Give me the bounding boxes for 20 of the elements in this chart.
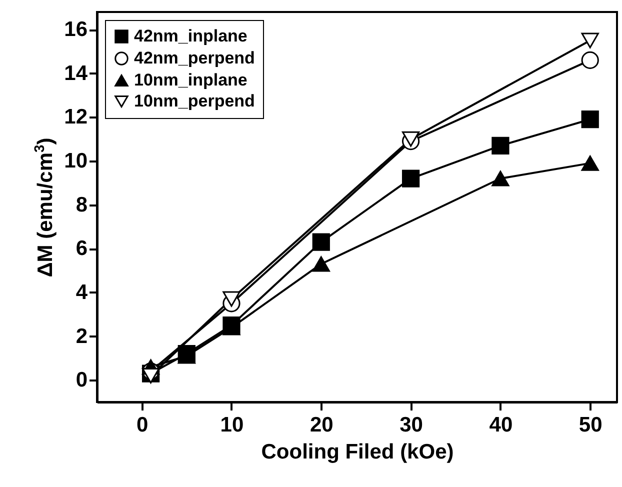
legend-label: 10nm_perpend [134,92,255,110]
legend-label: 10nm_inplane [134,70,248,90]
y-tick-label: 2 [76,324,88,348]
y-tick-label: 4 [76,280,88,304]
y-tick-label: 16 [64,18,88,42]
y-tick-label: 12 [64,106,88,129]
y-tick-label: 10 [64,149,88,172]
legend-label: 42nm_perpend [134,48,255,68]
x-tick-label: 0 [136,414,148,436]
y-tick-label: 6 [76,237,88,260]
legend-label: 42nm_inplane [134,26,248,46]
x-tick-label: 40 [489,414,513,436]
x-tick-label: 20 [310,414,334,436]
x-tick-label: 50 [578,414,602,436]
x-tick-label: 10 [220,414,244,436]
y-tick-label: 8 [76,193,88,216]
x-tick-label: 30 [400,414,423,436]
x-axis-title: Cooling Filed (kOe) [261,440,454,464]
y-tick-label: 14 [64,62,88,85]
y-tick-label: 0 [76,368,88,392]
